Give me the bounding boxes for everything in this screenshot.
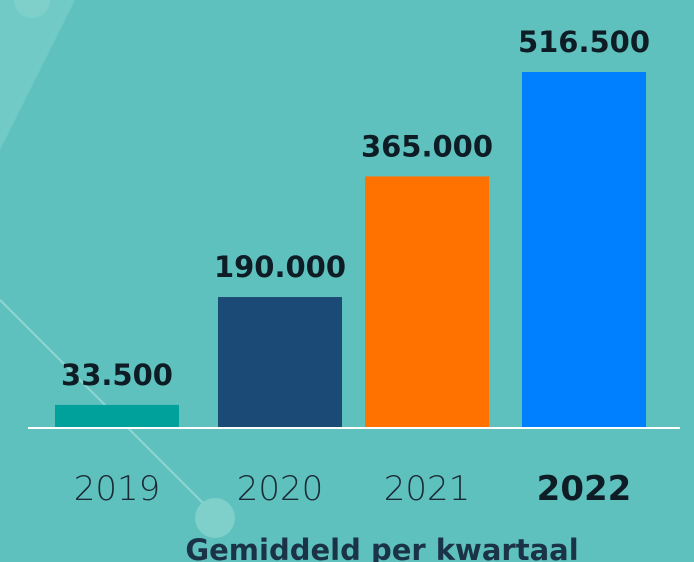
decor-dot — [195, 498, 235, 538]
data-label: 190.000 — [214, 250, 346, 284]
bar — [365, 176, 489, 428]
x-axis-title: Gemiddeld per kwartaal — [185, 533, 578, 562]
bar — [55, 404, 179, 428]
x-tick-label: 2021 — [384, 469, 471, 509]
data-label: 516.500 — [518, 25, 650, 59]
bar — [218, 297, 342, 428]
data-label: 33.500 — [61, 358, 173, 392]
data-label: 365.000 — [361, 129, 493, 163]
x-tick-label: 2022 — [537, 469, 632, 509]
bar — [522, 72, 646, 428]
decor-dot — [14, 0, 50, 18]
x-tick-label: 2020 — [237, 469, 324, 509]
decor-band — [0, 0, 75, 150]
x-tick-label: 2019 — [74, 469, 161, 509]
